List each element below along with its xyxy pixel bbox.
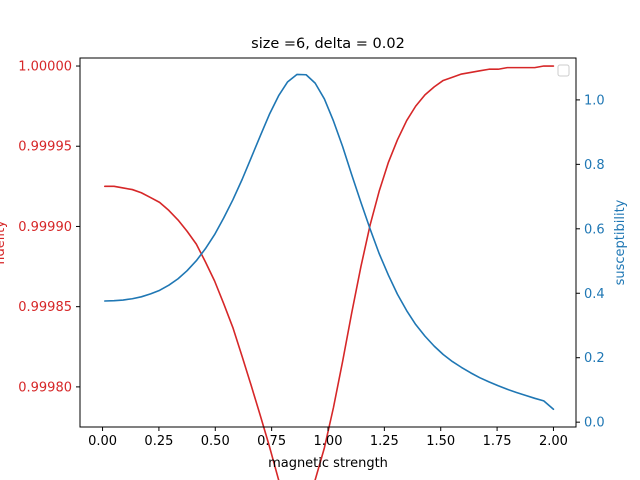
x-tick-label: 1.50 [426,434,455,449]
x-tick-label: 1.00 [314,434,343,449]
legend-box [557,64,570,77]
x-tick-label: 0.75 [257,434,286,449]
left-tick-label: 0.99980 [18,380,72,395]
left-tick-label: 0.99990 [18,220,72,235]
x-axis-label: magnetic strength [268,456,388,471]
right-tick-label: 1.0 [584,93,605,108]
right-tick-label: 0.8 [584,158,605,173]
left-tick-label: 1.00000 [18,60,72,75]
plot-frame [79,57,577,428]
right-tick-label: 0.6 [584,222,605,237]
left-tick-label: 0.99985 [18,300,72,315]
left-axis-label: fidelity [0,220,8,265]
right-tick-label: 0.4 [584,287,605,302]
susceptibility-line [104,73,555,411]
chart-title: size =6, delta = 0.02 [251,36,405,52]
x-tick-label: 1.75 [483,434,512,449]
right-axis-label: susceptibility [613,199,628,285]
x-tick-label: 0.50 [201,434,230,449]
left-tick-label: 0.99995 [18,140,72,155]
x-tick-label: 0.00 [88,434,117,449]
right-tick-label: 0.0 [584,416,605,431]
x-tick-label: 0.25 [144,434,173,449]
x-tick-label: 1.25 [370,434,399,449]
right-tick-label: 0.2 [584,351,605,366]
x-tick-label: 2.00 [539,434,568,449]
fidelity-line [104,65,555,480]
